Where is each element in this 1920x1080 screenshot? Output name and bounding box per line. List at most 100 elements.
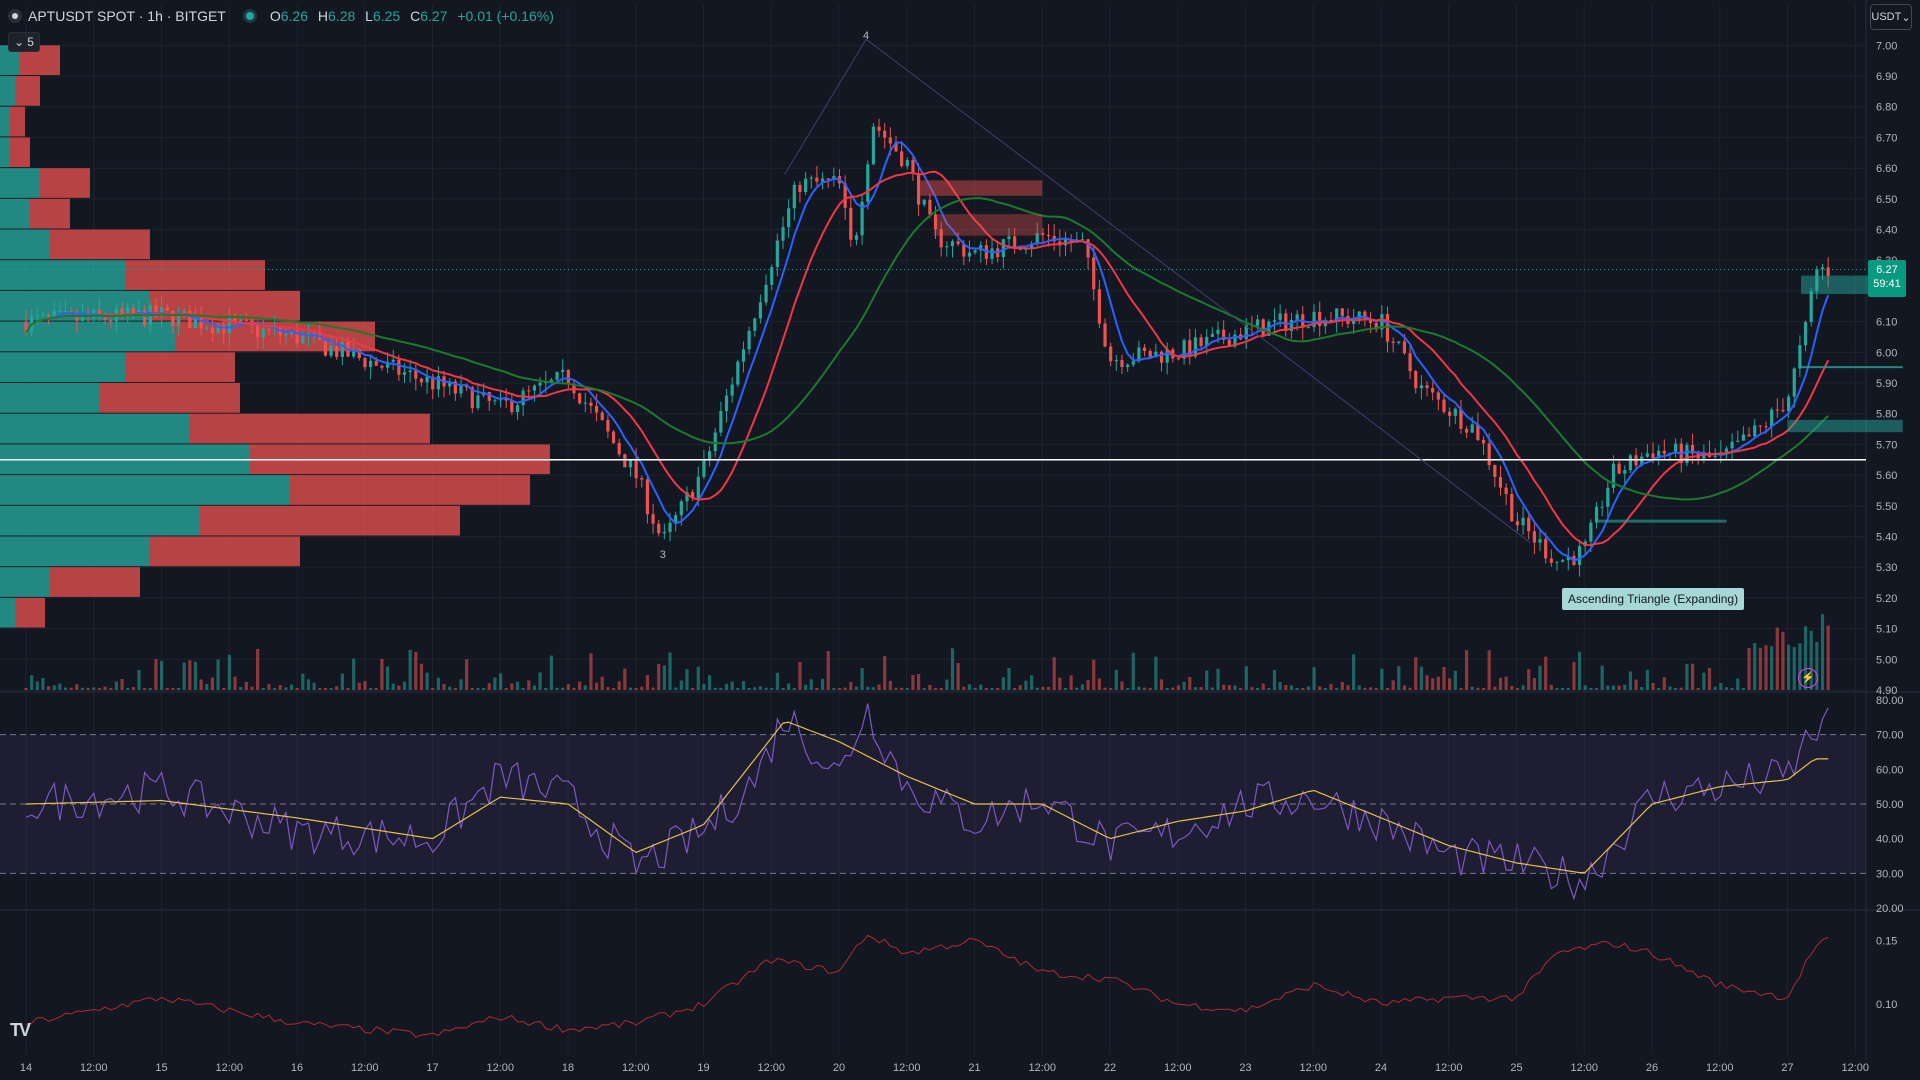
candle — [205, 327, 209, 329]
candle — [1154, 351, 1158, 358]
currency-selector[interactable]: USDT ⌄ — [1870, 4, 1912, 30]
candle — [1617, 463, 1621, 474]
pattern-label[interactable]: Ascending Triangle (Expanding) — [1562, 588, 1745, 610]
price-tick-label: 5.00 — [1876, 654, 1897, 666]
candle — [1662, 450, 1666, 454]
volume-bar — [1142, 687, 1147, 690]
symbol-icon — [8, 9, 22, 23]
candle — [900, 151, 904, 167]
candle — [1504, 487, 1508, 494]
candle — [222, 324, 226, 334]
candle — [1448, 411, 1452, 416]
volume-bar — [1013, 688, 1017, 690]
volume-bar — [1826, 625, 1830, 690]
volume-bar — [1515, 688, 1520, 690]
candle — [267, 328, 271, 330]
candle — [1284, 313, 1288, 332]
volume-bar — [787, 683, 791, 690]
volume-bar — [702, 683, 706, 690]
time-tick-label: 12:00 — [80, 1062, 108, 1074]
volume-bar — [826, 650, 830, 690]
candle — [933, 214, 938, 230]
candle — [1561, 560, 1565, 562]
time-tick-label: 12:00 — [351, 1062, 379, 1074]
candle — [46, 314, 51, 317]
candle — [549, 379, 553, 383]
volume-bar — [35, 681, 39, 690]
indicators-toggle-button[interactable]: ⌄ 5 — [8, 32, 40, 52]
candle — [1368, 319, 1373, 323]
candle — [1826, 267, 1830, 276]
volume-bar — [572, 687, 576, 690]
volume-bar — [131, 687, 135, 690]
volume-bar — [425, 672, 429, 690]
change-readout: +0.01 (+0.16%) — [457, 8, 554, 24]
volume-bar — [1391, 680, 1395, 690]
volume-bar — [1809, 630, 1813, 690]
symbol-title[interactable]: APTUSDT SPOT · 1h · BITGET — [28, 8, 226, 24]
candle — [1374, 322, 1378, 330]
volume-bar — [1651, 683, 1655, 690]
volume-bar — [1001, 677, 1005, 690]
candle — [1594, 506, 1599, 523]
volume-bar — [1092, 659, 1096, 690]
volume-bar — [1770, 646, 1774, 690]
volume-bar — [284, 687, 288, 690]
volume-bar — [448, 686, 452, 690]
volume-bar — [1414, 657, 1418, 690]
volume-bar — [679, 680, 683, 690]
volume-bar — [148, 687, 152, 690]
current-price-tag: 6.27 59:41 — [1868, 260, 1906, 297]
lower-indicator-line — [25, 934, 1829, 1038]
time-tick-label: 12:00 — [757, 1062, 785, 1074]
candle — [606, 420, 610, 432]
volume-bar — [1080, 684, 1085, 690]
volume-bar — [933, 688, 938, 690]
candle — [1657, 450, 1661, 459]
volume-bar — [1606, 685, 1610, 690]
volume-bar — [1572, 662, 1576, 690]
bolt-icon[interactable]: ⚡ — [1798, 668, 1818, 688]
volume-bar — [481, 687, 486, 690]
volume-profile-sell-bar — [190, 413, 430, 444]
candle — [1408, 353, 1412, 372]
volume-bar — [561, 687, 565, 690]
candle — [1222, 329, 1226, 340]
candle — [510, 400, 514, 413]
candle — [1255, 319, 1260, 326]
volume-profile-buy-bar — [0, 198, 30, 229]
volume-bar — [589, 653, 593, 690]
volume-profile-sell-bar — [125, 260, 265, 290]
volume-bar — [962, 686, 966, 690]
volume-bar — [1063, 687, 1068, 690]
candle — [397, 359, 401, 375]
candle — [1199, 337, 1203, 347]
candle — [171, 310, 175, 327]
volume-bar — [250, 686, 254, 690]
volume-bar — [1126, 687, 1130, 690]
candle — [408, 370, 412, 373]
time-tick-label: 12:00 — [486, 1062, 514, 1074]
candle — [1097, 289, 1101, 324]
volume-bar — [1312, 667, 1316, 690]
volume-bar — [538, 672, 542, 690]
volume-bar — [657, 663, 661, 690]
volume-bar — [182, 662, 186, 690]
time-tick-label: 12:00 — [1028, 1062, 1056, 1074]
candle — [323, 339, 328, 356]
volume-bar — [996, 687, 1000, 690]
volume-bar — [86, 687, 90, 690]
volume-bar — [1385, 687, 1390, 690]
symbol-header[interactable]: APTUSDT SPOT · 1h · BITGET O6.26 H6.28 L… — [8, 6, 554, 26]
candle — [476, 395, 480, 409]
candle — [798, 184, 802, 193]
rsi-tick-label: 60.00 — [1876, 764, 1904, 776]
price-tick-label: 5.80 — [1876, 409, 1897, 421]
candle — [256, 324, 260, 338]
volume-profile-sell-bar — [150, 536, 300, 567]
volume-bar — [804, 684, 808, 690]
candle — [1414, 371, 1418, 389]
tradingview-logo[interactable]: TV — [10, 1020, 31, 1040]
volume-bar — [685, 669, 689, 690]
